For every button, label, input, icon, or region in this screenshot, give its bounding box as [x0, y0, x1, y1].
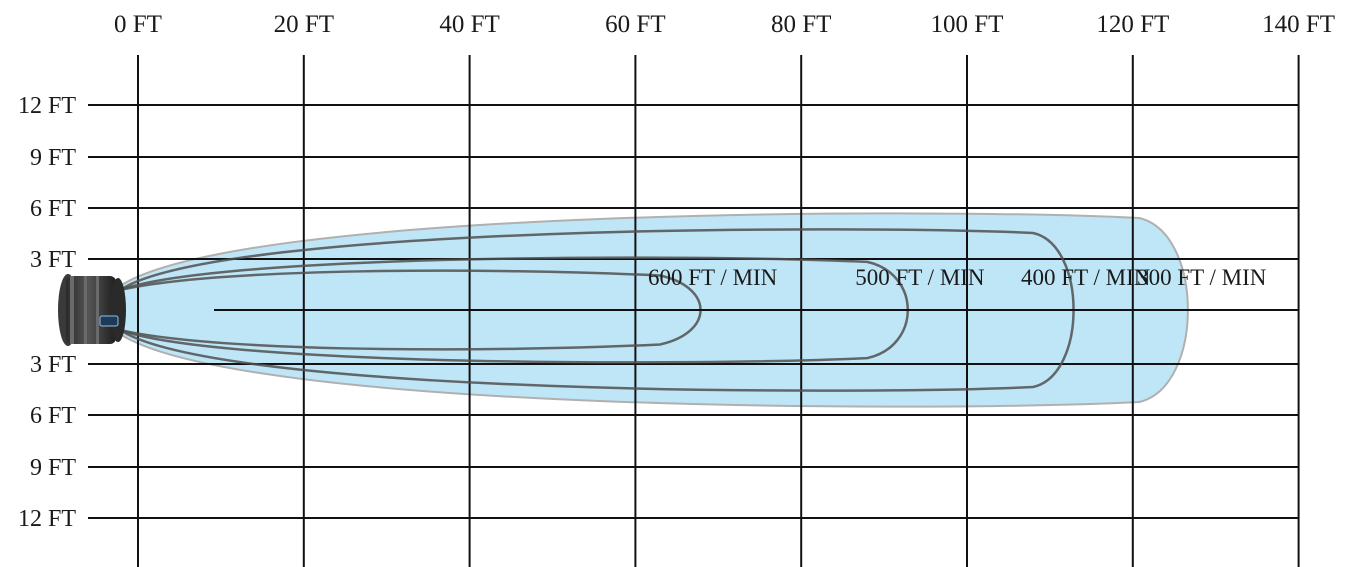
x-tick-label: 0 FT	[114, 11, 162, 38]
velocity-zone-label: 400 FT / MIN	[1021, 265, 1151, 290]
y-tick-label: 12 FT	[18, 93, 76, 119]
x-tick-label: 20 FT	[274, 11, 334, 38]
labels: 0 FT 20 FT 40 FT 60 FT 80 FT 100 FT 120 FT 140 …	[18, 11, 1335, 532]
y-tick-label: 6 FT	[30, 196, 76, 222]
y-tick-label: 9 FT	[30, 145, 76, 171]
velocity-zone-label: 300 FT / MIN	[1137, 265, 1267, 290]
air-circulator-fan-icon	[58, 274, 126, 346]
y-tick-label: 3 FT	[30, 352, 76, 378]
x-tick-label: 140 FT	[1262, 11, 1335, 38]
velocity-zone-label: 600 FT / MIN	[648, 265, 778, 290]
y-tick-label: 6 FT	[30, 403, 76, 429]
x-tick-label: 60 FT	[605, 11, 665, 38]
x-tick-label: 80 FT	[771, 11, 831, 38]
x-tick-label: 40 FT	[439, 11, 499, 38]
x-tick-label: 120 FT	[1096, 11, 1169, 38]
y-tick-label: 12 FT	[18, 506, 76, 532]
x-tick-label: 100 FT	[931, 11, 1004, 38]
y-tick-label: 3 FT	[30, 247, 76, 273]
y-tick-label: 9 FT	[30, 455, 76, 481]
velocity-zone-label: 500 FT / MIN	[855, 265, 985, 290]
velocity-contours	[119, 228, 1298, 392]
